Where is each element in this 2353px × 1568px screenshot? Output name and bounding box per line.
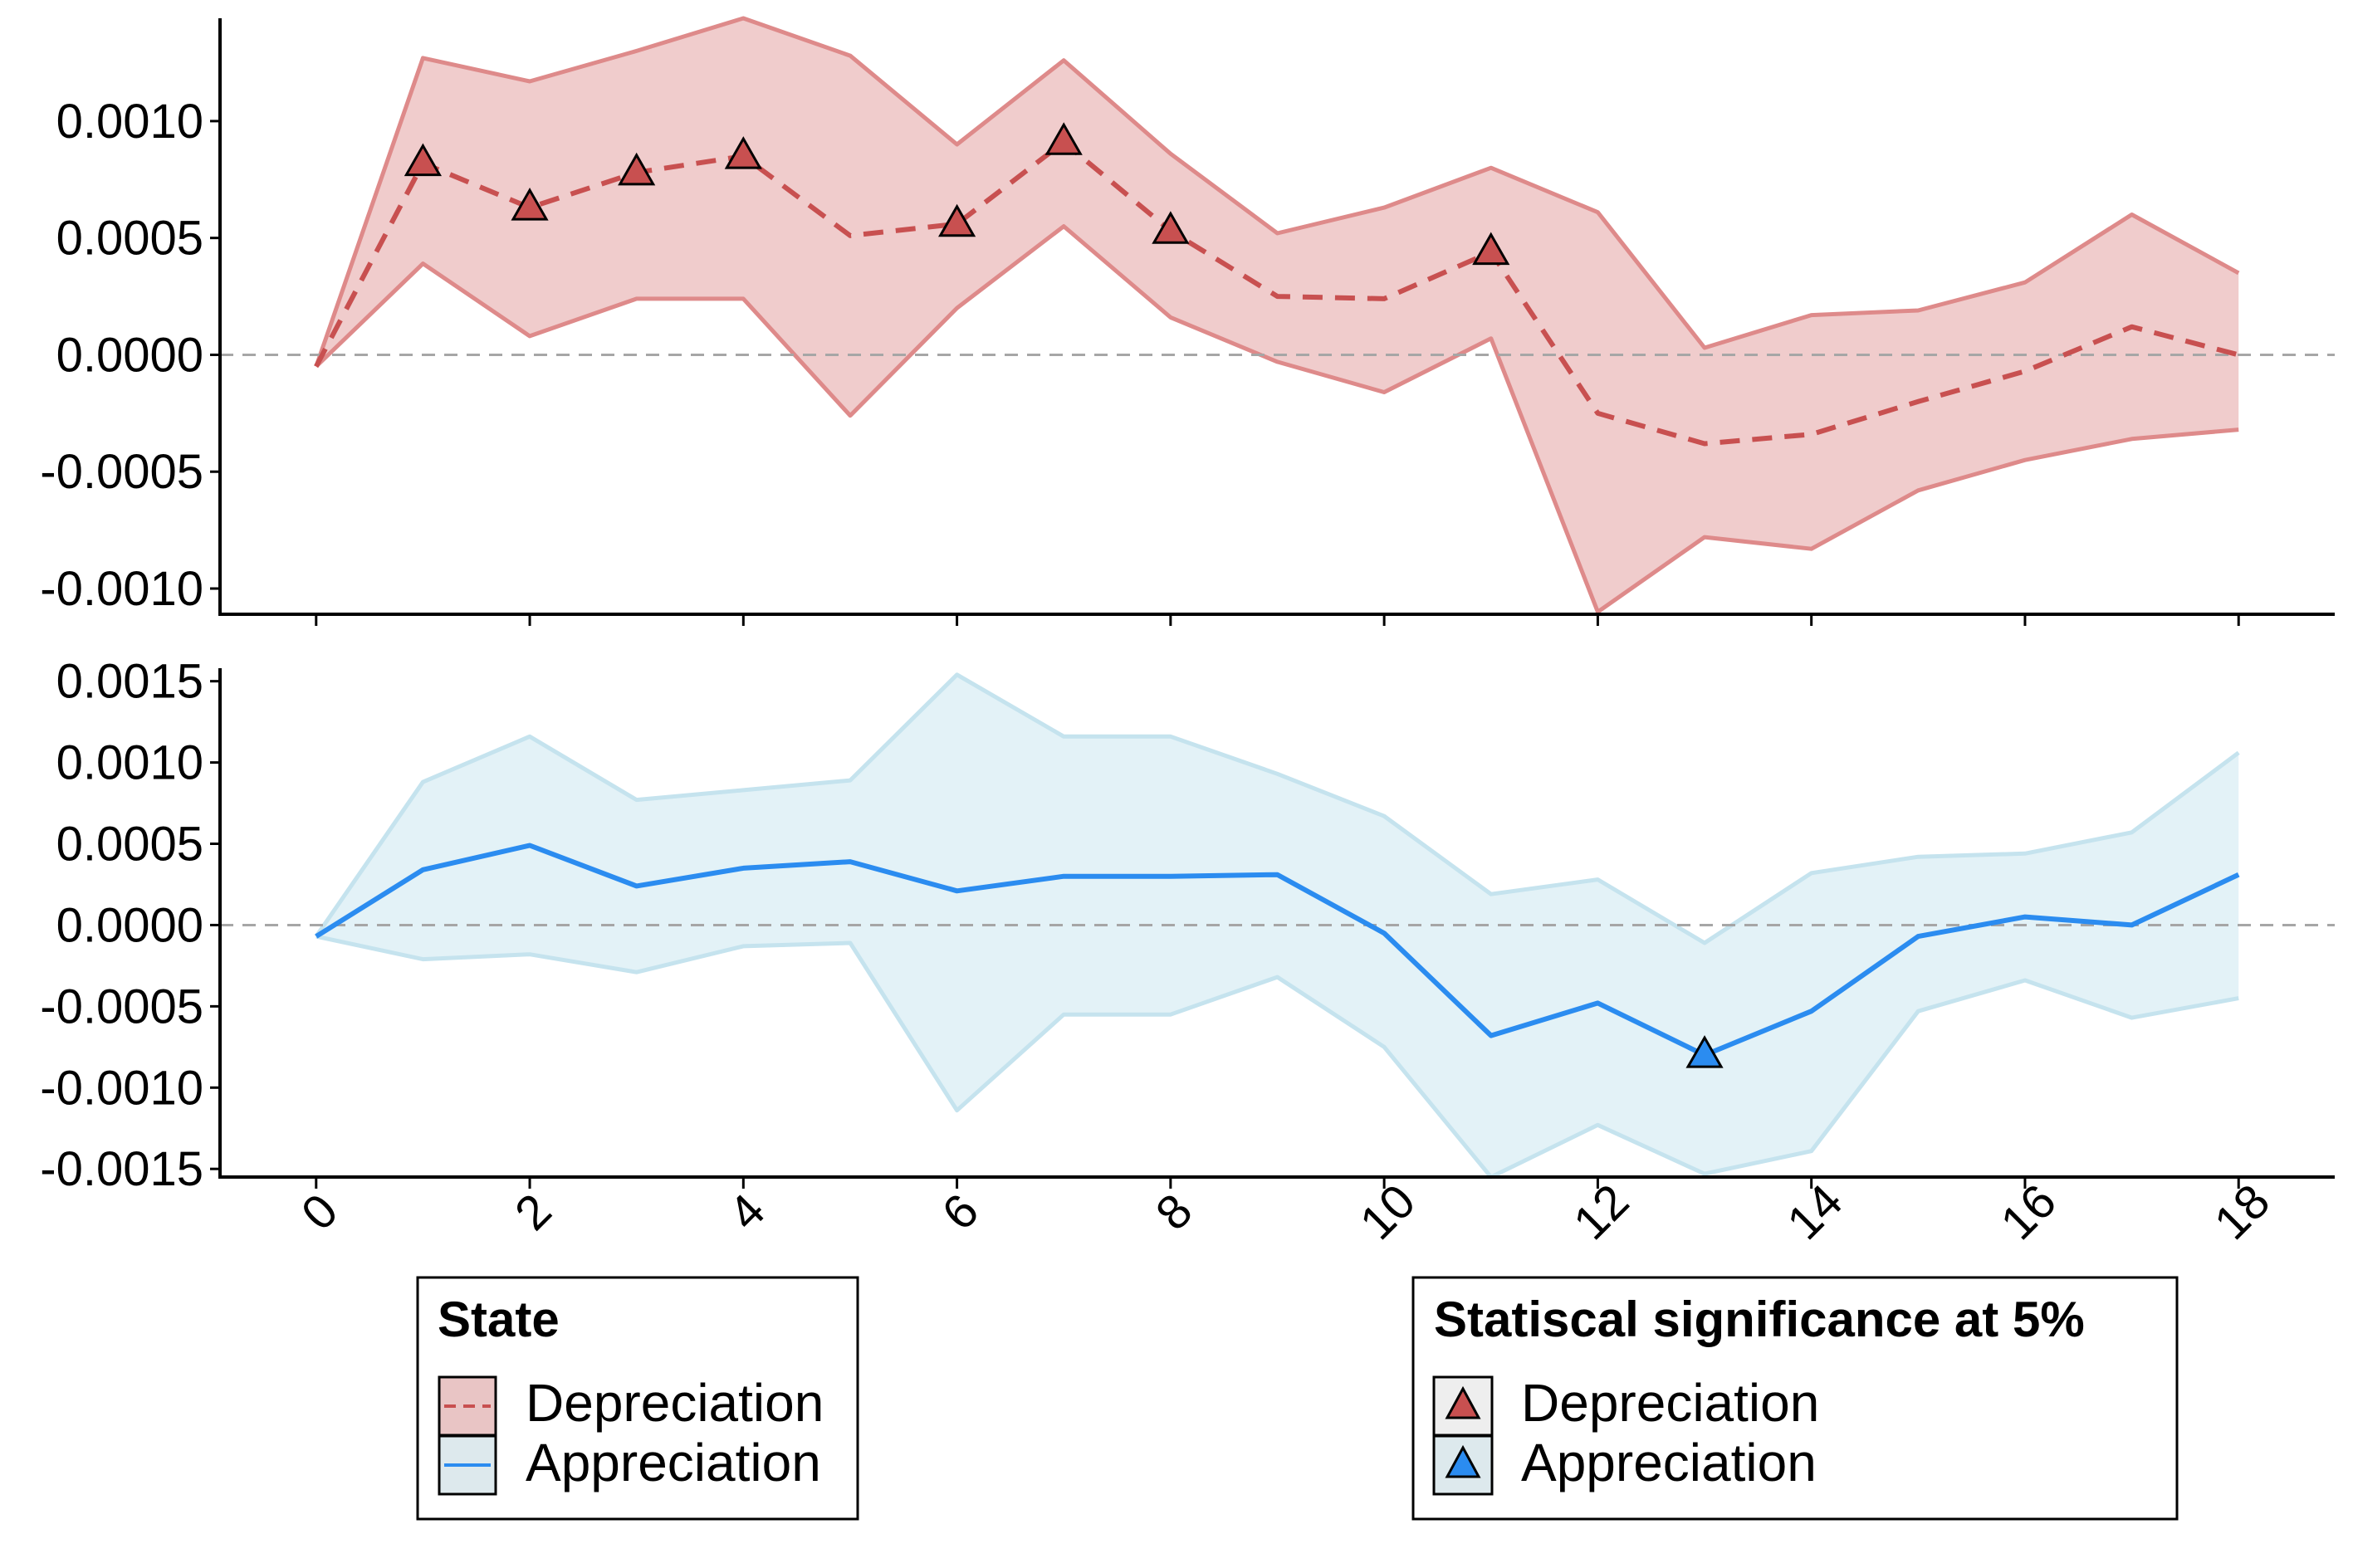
bot-xtick-label: 14 xyxy=(1777,1174,1853,1250)
bot-ytick-label: 0.0010 xyxy=(56,736,203,790)
legend-state-depreciation-label: Depreciation xyxy=(526,1373,824,1433)
legend-significance-title: Statiscal significance at 5% xyxy=(1434,1292,2085,1347)
bot-ytick-label: -0.0005 xyxy=(40,979,203,1033)
depreciation-significance-markers xyxy=(404,122,1510,266)
depreciation-band-upper-edge xyxy=(314,16,2240,368)
legend-significance: Statiscal significance at 5% Depreciatio… xyxy=(1411,1276,2179,1521)
legend-state-appreciation-label: Appreciation xyxy=(526,1433,821,1492)
legend-significance-box xyxy=(1411,1276,2179,1521)
top-y-ticks: -0.0010 -0.0005 0.0000 0.0005 0.0010 xyxy=(40,95,220,616)
bot-xtick-label: 0 xyxy=(291,1184,349,1241)
top-significance-marker-3 xyxy=(618,152,656,186)
bot-ytick-label: -0.0015 xyxy=(40,1142,203,1196)
bot-xtick-label: 18 xyxy=(2204,1174,2281,1250)
bot-significance-marker-13 xyxy=(1685,1035,1724,1068)
legend-state-title: State xyxy=(438,1292,560,1347)
appreciation-band-upper-edge xyxy=(314,672,2240,945)
bottom-y-ticks: -0.0015 -0.0010 -0.0005 0.0000 0.0005 0.0010 0… xyxy=(40,655,220,1196)
bot-xtick-label: 8 xyxy=(1146,1184,1203,1241)
bot-ytick-label: 0.0005 xyxy=(56,818,203,872)
bot-ytick-label: -0.0010 xyxy=(40,1061,203,1115)
top-ytick-label: 0.0000 xyxy=(56,328,203,382)
depreciation-panel: -0.0010 -0.0005 0.0000 0.0005 0.0010 xyxy=(40,16,2335,626)
legend-sig-depreciation-triangle-icon xyxy=(1445,1385,1481,1419)
bot-xtick-label: 10 xyxy=(1350,1174,1426,1250)
bot-xtick-label: 2 xyxy=(505,1184,562,1241)
bot-xtick-label: 6 xyxy=(932,1184,989,1241)
legend-sig-depreciation-label: Depreciation xyxy=(1521,1373,1819,1433)
depreciation-band-lower-edge xyxy=(315,224,2239,614)
bottom-x-ticks: 0 2 4 6 8 10 12 14 16 18 xyxy=(291,1174,2281,1250)
bot-xtick-label: 12 xyxy=(1563,1174,1640,1250)
top-significance-marker-2 xyxy=(511,188,549,221)
top-ytick-label: -0.0005 xyxy=(40,445,203,499)
top-significance-marker-4 xyxy=(724,136,762,169)
appreciation-panel: -0.0015 -0.0010 -0.0005 0.0000 0.0005 0.0010 0… xyxy=(40,655,2335,1250)
top-ytick-label: 0.0010 xyxy=(56,95,203,149)
bot-xtick-label: 4 xyxy=(718,1184,775,1241)
top-significance-marker-1 xyxy=(404,143,442,177)
bot-ytick-label: 0.0015 xyxy=(56,655,203,709)
top-ytick-label: 0.0005 xyxy=(56,212,203,266)
top-ytick-label: -0.0010 xyxy=(40,562,203,616)
appreciation-significance-markers xyxy=(1685,1035,1724,1068)
legend-sig-appreciation-triangle-icon xyxy=(1445,1444,1481,1478)
top-significance-marker-8 xyxy=(1152,211,1190,244)
bot-xtick-label: 16 xyxy=(1990,1174,2067,1250)
depreciation-confidence-band xyxy=(316,18,2239,613)
top-significance-marker-7 xyxy=(1044,122,1083,155)
appreciation-series-line xyxy=(315,843,2240,1058)
top-significance-marker-6 xyxy=(938,203,976,237)
top-x-ticks xyxy=(315,614,2240,626)
legend-sig-appreciation-label: Appreciation xyxy=(1521,1433,1817,1492)
bot-ytick-label: 0.0000 xyxy=(56,898,203,952)
top-significance-marker-11 xyxy=(1472,232,1510,266)
appreciation-band-lower-edge xyxy=(316,934,2239,1180)
legend-state: State Depreciation Appreciation xyxy=(416,1276,859,1521)
